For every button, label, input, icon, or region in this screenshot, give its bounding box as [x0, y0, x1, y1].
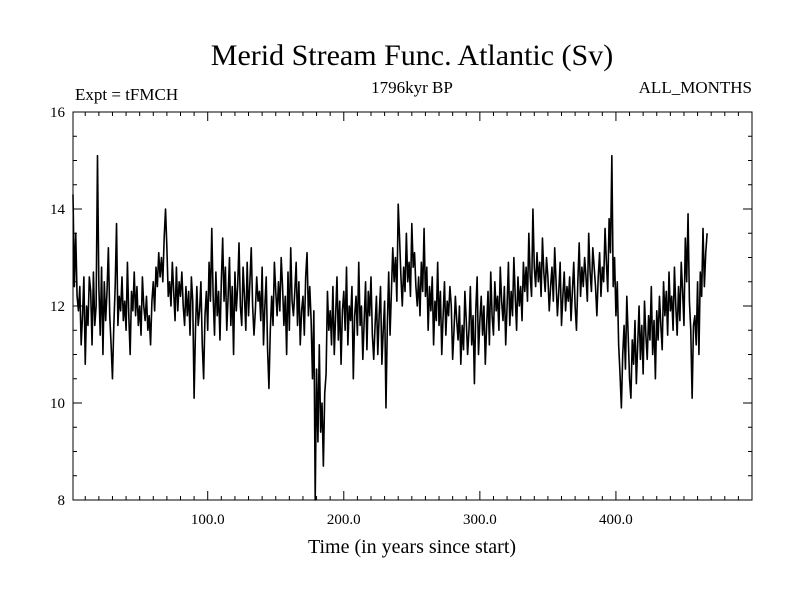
axis-ticks — [73, 111, 752, 501]
y-tick-label: 12 — [50, 299, 65, 315]
months-label: ALL_MONTHS — [639, 78, 752, 97]
plot-frame — [72, 111, 753, 501]
axis-tick-labels: 100.0 200.0 300.0 400.0 8 10 12 14 16 — [50, 105, 633, 528]
x-axis-label: Time (in years since start) — [308, 536, 516, 558]
x-tick-label: 400.0 — [599, 512, 633, 528]
y-tick-label: 16 — [50, 105, 66, 121]
series-line — [72, 154, 708, 501]
chart-title: Merid Stream Func. Atlantic (Sv) — [211, 39, 613, 72]
period-label: 1796kyr BP — [371, 78, 453, 97]
x-tick-label: 100.0 — [191, 512, 225, 528]
x-tick-label: 300.0 — [463, 512, 497, 528]
x-tick-label: 200.0 — [327, 512, 361, 528]
y-tick-label: 8 — [58, 493, 66, 509]
y-tick-label: 14 — [50, 202, 66, 218]
y-tick-label: 10 — [50, 396, 65, 412]
experiment-label: Expt = tFMCH — [75, 85, 178, 104]
